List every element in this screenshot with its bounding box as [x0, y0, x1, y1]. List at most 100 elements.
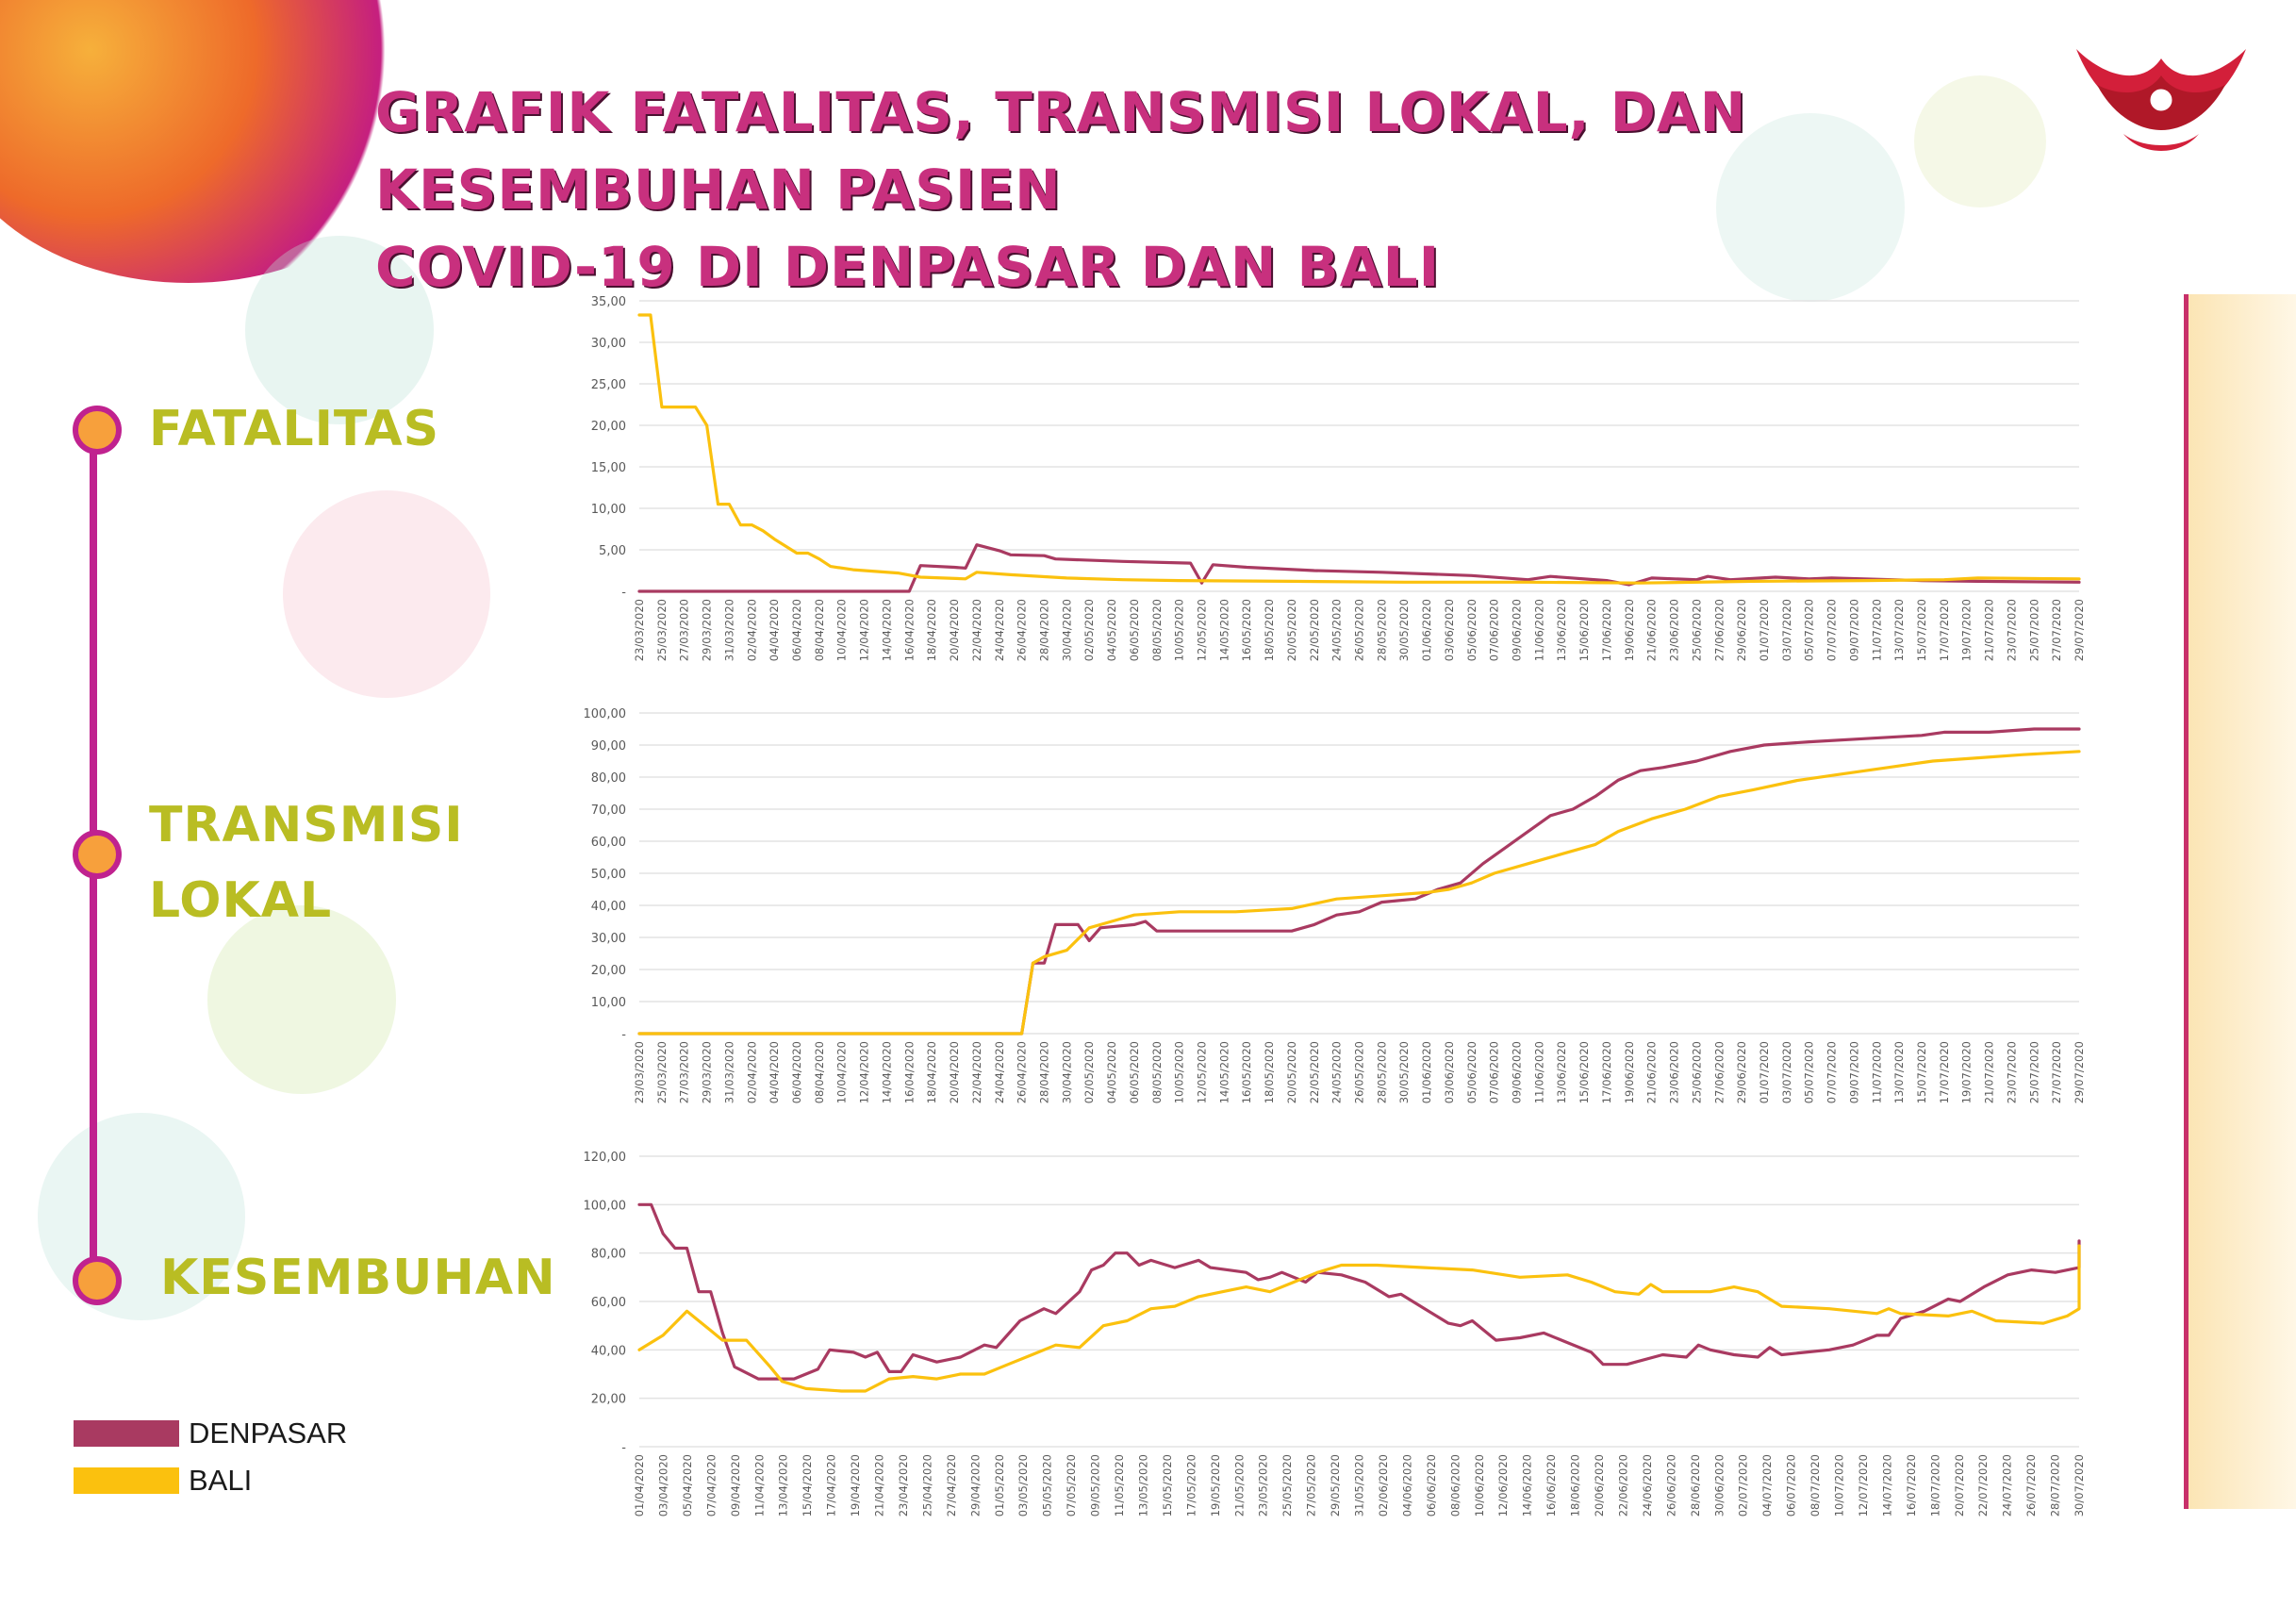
x-tick-label: 23/06/2020	[1668, 1041, 1681, 1103]
x-tick-label: 09/04/2020	[729, 1454, 742, 1516]
x-tick-label: 24/04/2020	[993, 599, 1006, 661]
series-line-bali	[637, 1244, 2081, 1393]
x-tick-label: 25/07/2020	[2027, 1041, 2040, 1103]
x-tick-label: 04/04/2020	[768, 1041, 781, 1103]
legend-swatch-denpasar	[74, 1420, 179, 1447]
x-tick-label: 07/06/2020	[1488, 599, 1501, 661]
y-tick-label: 20,00	[591, 1393, 626, 1407]
x-tick-label: 13/04/2020	[777, 1454, 790, 1516]
y-tick-label: 20,00	[591, 420, 626, 434]
x-tick-label: 09/06/2020	[1511, 599, 1524, 661]
x-tick-label: 01/06/2020	[1420, 1041, 1433, 1103]
x-tick-label: 27/05/2020	[1305, 1454, 1318, 1516]
x-tick-label: 21/07/2020	[1983, 1041, 1996, 1103]
x-tick-label: 27/07/2020	[2050, 1041, 2063, 1103]
x-tick-label: 08/06/2020	[1448, 1454, 1462, 1516]
x-tick-label: 16/05/2020	[1240, 1041, 1253, 1103]
x-tick-label: 28/06/2020	[1689, 1454, 1702, 1516]
x-tick-label: 21/04/2020	[873, 1454, 886, 1516]
x-tick-label: 05/04/2020	[681, 1454, 694, 1516]
x-tick-label: 27/03/2020	[678, 599, 691, 661]
x-tick-label: 22/05/2020	[1308, 1041, 1321, 1103]
x-tick-label: 21/06/2020	[1645, 1041, 1659, 1103]
timeline-dot-transmisi	[73, 830, 122, 879]
x-tick-label: 06/04/2020	[790, 599, 803, 661]
x-tick-label: 11/07/2020	[1870, 599, 1883, 661]
decorative-virus-blob	[283, 490, 490, 698]
x-tick-label: 10/05/2020	[1173, 599, 1186, 661]
x-tick-label: 04/05/2020	[1105, 599, 1118, 661]
x-tick-label: 17/07/2020	[1938, 599, 1951, 661]
x-tick-label: 06/07/2020	[1785, 1454, 1798, 1516]
x-tick-label: 12/07/2020	[1857, 1454, 1870, 1516]
x-tick-label: 16/04/2020	[902, 1041, 916, 1103]
legend-label-bali: BALI	[189, 1464, 253, 1497]
x-tick-label: 06/05/2020	[1128, 599, 1141, 661]
x-tick-label: 02/04/2020	[745, 1041, 758, 1103]
x-tick-label: 27/06/2020	[1712, 1041, 1726, 1103]
x-tick-label: 29/05/2020	[1329, 1454, 1342, 1516]
x-tick-label: 03/06/2020	[1443, 599, 1456, 661]
y-tick-label: 90,00	[591, 739, 626, 754]
x-tick-label: 14/04/2020	[880, 1041, 893, 1103]
x-tick-label: 16/07/2020	[1905, 1454, 1918, 1516]
x-tick-label: 09/07/2020	[1847, 1041, 1860, 1103]
y-tick-label: -	[621, 1441, 626, 1455]
x-tick-label: 26/04/2020	[1016, 1041, 1029, 1103]
x-tick-label: 11/07/2020	[1870, 1041, 1883, 1103]
y-tick-label: 80,00	[591, 771, 626, 786]
x-tick-label: 06/05/2020	[1128, 1041, 1141, 1103]
x-tick-label: 22/04/2020	[970, 599, 983, 661]
decorative-side-panel	[2184, 294, 2296, 1509]
x-tick-label: 12/06/2020	[1496, 1454, 1510, 1516]
x-tick-label: 25/04/2020	[920, 1454, 933, 1516]
x-tick-label: 05/06/2020	[1465, 599, 1478, 661]
x-tick-label: 03/06/2020	[1443, 1041, 1456, 1103]
legend-swatch-bali	[74, 1467, 179, 1494]
x-tick-label: 12/04/2020	[858, 599, 871, 661]
decorative-virus-blob	[1914, 75, 2046, 207]
x-tick-label: 21/07/2020	[1983, 599, 1996, 661]
series-line-bali	[637, 750, 2081, 1036]
y-tick-label: 60,00	[591, 836, 626, 850]
y-tick-label: 100,00	[584, 707, 627, 721]
x-tick-label: 14/05/2020	[1217, 1041, 1231, 1103]
x-tick-label: 11/05/2020	[1113, 1454, 1126, 1516]
y-tick-label: 40,00	[591, 1344, 626, 1358]
x-tick-label: 18/04/2020	[925, 1041, 938, 1103]
x-tick-label: 15/04/2020	[801, 1454, 814, 1516]
x-tick-label: 04/06/2020	[1400, 1454, 1413, 1516]
x-tick-label: 08/05/2020	[1150, 599, 1164, 661]
x-tick-label: 29/04/2020	[968, 1454, 982, 1516]
timeline-label-fatalitas: FATALITAS	[149, 401, 440, 457]
x-tick-label: 24/05/2020	[1330, 599, 1344, 661]
x-tick-label: 10/05/2020	[1173, 1041, 1186, 1103]
x-tick-label: 10/04/2020	[835, 599, 849, 661]
x-tick-label: 28/07/2020	[2049, 1454, 2062, 1516]
decorative-virus-blob	[1716, 113, 1905, 302]
x-tick-label: 07/05/2020	[1065, 1454, 1078, 1516]
x-tick-label: 18/04/2020	[925, 599, 938, 661]
x-tick-label: 22/04/2020	[970, 1041, 983, 1103]
x-tick-label: 11/06/2020	[1532, 599, 1545, 661]
x-tick-label: 18/07/2020	[1928, 1454, 1941, 1516]
page-title-line-1: GRAFIK FATALITAS, TRANSMISI LOKAL, DAN K…	[375, 80, 1747, 222]
x-tick-label: 07/07/2020	[1825, 1041, 1839, 1103]
x-tick-label: 11/06/2020	[1532, 1041, 1545, 1103]
x-tick-label: 29/03/2020	[701, 599, 714, 661]
timeline-label-transmisi: TRANSMISI	[149, 797, 464, 853]
city-emblem-logo	[2076, 49, 2246, 151]
x-tick-label: 30/04/2020	[1060, 1041, 1073, 1103]
x-tick-label: 24/06/2020	[1641, 1454, 1654, 1516]
y-tick-label: -	[621, 586, 626, 600]
y-tick-label: 20,00	[591, 964, 626, 978]
x-tick-label: 02/05/2020	[1082, 1041, 1096, 1103]
x-tick-label: 16/04/2020	[902, 599, 916, 661]
page-title-line-2: COVID-19 DI DENPASAR DAN BALI	[375, 235, 1441, 299]
x-tick-label: 17/06/2020	[1600, 1041, 1613, 1103]
decorative-virus-blob	[207, 905, 396, 1094]
y-tick-label: 10,00	[591, 503, 626, 517]
x-tick-label: 24/05/2020	[1330, 1041, 1344, 1103]
x-tick-label: 11/04/2020	[752, 1454, 766, 1516]
x-tick-label: 08/07/2020	[1809, 1454, 1822, 1516]
